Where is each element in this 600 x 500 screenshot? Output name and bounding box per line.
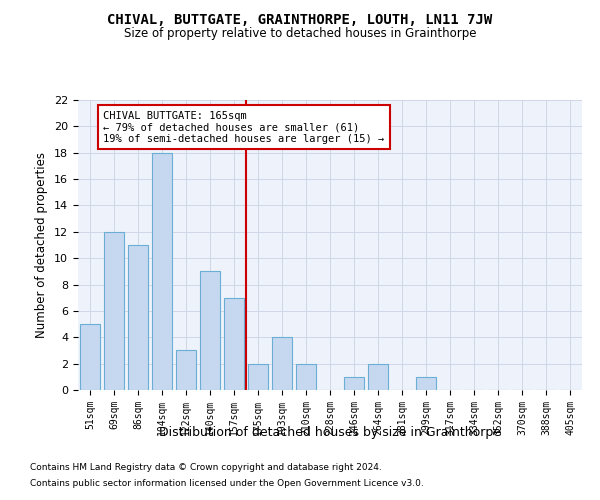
Text: Distribution of detached houses by size in Grainthorpe: Distribution of detached houses by size …: [159, 426, 501, 439]
Bar: [176, 350, 196, 390]
Bar: [296, 364, 316, 390]
Text: Contains public sector information licensed under the Open Government Licence v3: Contains public sector information licen…: [30, 478, 424, 488]
Bar: [272, 338, 292, 390]
Bar: [224, 298, 244, 390]
Bar: [368, 364, 388, 390]
Bar: [104, 232, 124, 390]
Bar: [80, 324, 100, 390]
Y-axis label: Number of detached properties: Number of detached properties: [35, 152, 49, 338]
Text: CHIVAL BUTTGATE: 165sqm
← 79% of detached houses are smaller (61)
19% of semi-de: CHIVAL BUTTGATE: 165sqm ← 79% of detache…: [103, 110, 385, 144]
Bar: [200, 272, 220, 390]
Bar: [128, 245, 148, 390]
Text: Contains HM Land Registry data © Crown copyright and database right 2024.: Contains HM Land Registry data © Crown c…: [30, 464, 382, 472]
Bar: [416, 377, 436, 390]
Bar: [248, 364, 268, 390]
Text: CHIVAL, BUTTGATE, GRAINTHORPE, LOUTH, LN11 7JW: CHIVAL, BUTTGATE, GRAINTHORPE, LOUTH, LN…: [107, 12, 493, 26]
Bar: [344, 377, 364, 390]
Bar: [152, 152, 172, 390]
Text: Size of property relative to detached houses in Grainthorpe: Size of property relative to detached ho…: [124, 28, 476, 40]
